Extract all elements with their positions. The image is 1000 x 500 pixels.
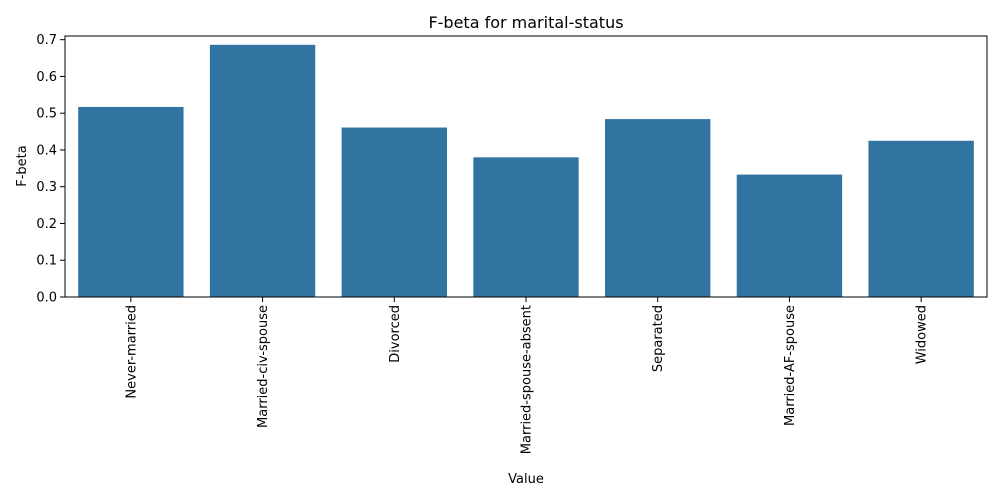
plot-frame [64, 35, 988, 298]
bar-divorced [341, 127, 447, 297]
y-tick-label: 0.6 [36, 70, 57, 85]
bars [78, 44, 974, 298]
x-tick-label: Never-married [124, 305, 139, 399]
x-tick-label: Married-AF-spouse [783, 305, 798, 426]
y-tick-label: 0.0 [36, 291, 57, 306]
x-tick-label: Divorced [388, 305, 403, 363]
bar-never-married [78, 106, 184, 298]
y-tick-label: 0.1 [36, 254, 57, 269]
x-tick-label: Separated [651, 305, 666, 372]
y-axis-label: F-beta [15, 145, 30, 186]
x-tick-label: Widowed [915, 305, 930, 364]
y-tick-label: 0.3 [36, 180, 57, 195]
y-tick-label: 0.2 [36, 217, 57, 232]
y-axis: 0.0 0.1 0.2 0.3 0.4 0.5 0.6 0.7 [36, 33, 65, 306]
chart-title: F-beta for marital-status [428, 13, 623, 32]
y-tick-label: 0.5 [36, 107, 57, 122]
bar-married-civ-spouse [209, 44, 316, 297]
x-axis: Never-married Married-civ-spouse Divorced M… [124, 297, 930, 454]
y-tick-label: 0.4 [36, 143, 57, 158]
x-tick-label: Married-spouse-absent [520, 305, 535, 454]
bar-married-af-spouse [736, 174, 843, 297]
bar-married-spouse-absent [473, 157, 579, 297]
y-tick-label: 0.7 [36, 33, 57, 48]
x-tick-label: Married-civ-spouse [256, 305, 271, 428]
x-axis-label: Value [508, 472, 544, 487]
bar-separated [605, 119, 711, 297]
bar-widowed [868, 140, 974, 297]
